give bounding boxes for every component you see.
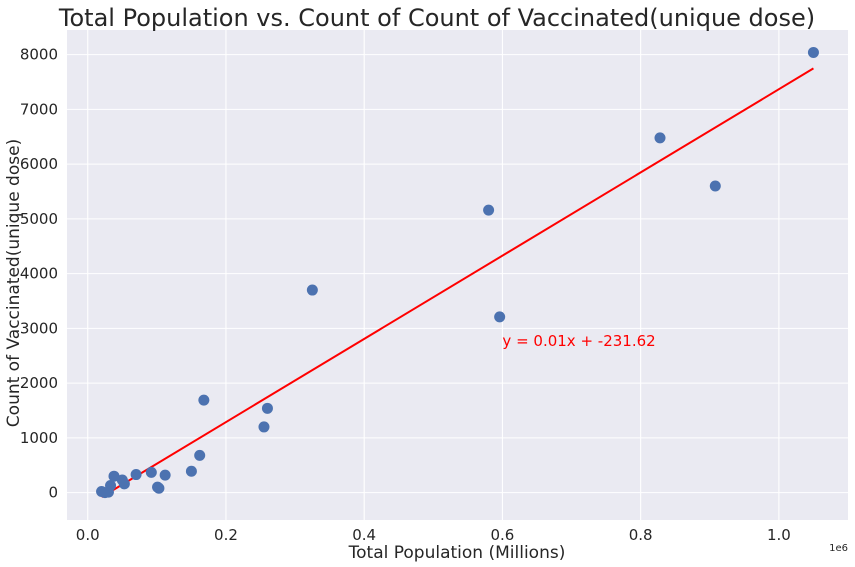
x-axis-label: Total Population (Millions): [348, 543, 566, 563]
data-point: [185, 465, 197, 477]
data-point: [709, 180, 721, 192]
y-tick-label: 7000: [20, 100, 58, 118]
data-point: [261, 402, 273, 414]
y-tick-label: 3000: [20, 319, 58, 337]
data-point: [108, 470, 120, 482]
y-tick-label: 5000: [20, 210, 58, 228]
y-axis-label: Count of Vaccinated(unique dose): [4, 139, 24, 427]
y-tick-labels: 0 1000 2000 3000 4000 5000 6000 7000 8000: [20, 46, 58, 502]
data-point: [654, 132, 666, 144]
x-tick-label: 1.0: [767, 526, 791, 544]
chart-title: Total Population vs. Count of Count of V…: [58, 4, 815, 32]
data-point: [494, 311, 506, 323]
data-point: [130, 469, 142, 481]
x-axis-offset-label: 1e6: [829, 543, 848, 554]
data-point: [153, 482, 165, 494]
x-tick-label: 0.6: [490, 526, 514, 544]
data-point: [807, 46, 819, 58]
x-tick-label: 0.0: [76, 526, 100, 544]
x-tick-labels: 0.0 0.2 0.4 0.6 0.8 1.0: [76, 526, 791, 544]
y-tick-label: 1000: [20, 429, 58, 447]
data-point: [483, 204, 495, 216]
x-tick-label: 0.2: [214, 526, 238, 544]
data-point: [145, 466, 157, 478]
data-point: [105, 480, 117, 492]
trendline-group: [101, 67, 814, 498]
y-tick-label: 0: [48, 484, 58, 502]
trendline: [101, 67, 814, 498]
data-point: [194, 449, 206, 461]
trendline-equation-label: y = 0.01x + -231.62: [502, 332, 655, 350]
y-tick-label: 4000: [20, 265, 58, 283]
data-point: [198, 394, 210, 406]
x-tick-label: 0.4: [352, 526, 376, 544]
grid-lines: [67, 30, 848, 520]
data-point: [159, 469, 171, 481]
y-tick-label: 8000: [20, 46, 58, 64]
data-points: [96, 46, 819, 499]
y-tick-label: 2000: [20, 374, 58, 392]
y-tick-label: 6000: [20, 155, 58, 173]
x-tick-label: 0.8: [629, 526, 653, 544]
data-point: [118, 478, 130, 490]
data-point: [258, 421, 270, 433]
data-point: [306, 284, 318, 296]
